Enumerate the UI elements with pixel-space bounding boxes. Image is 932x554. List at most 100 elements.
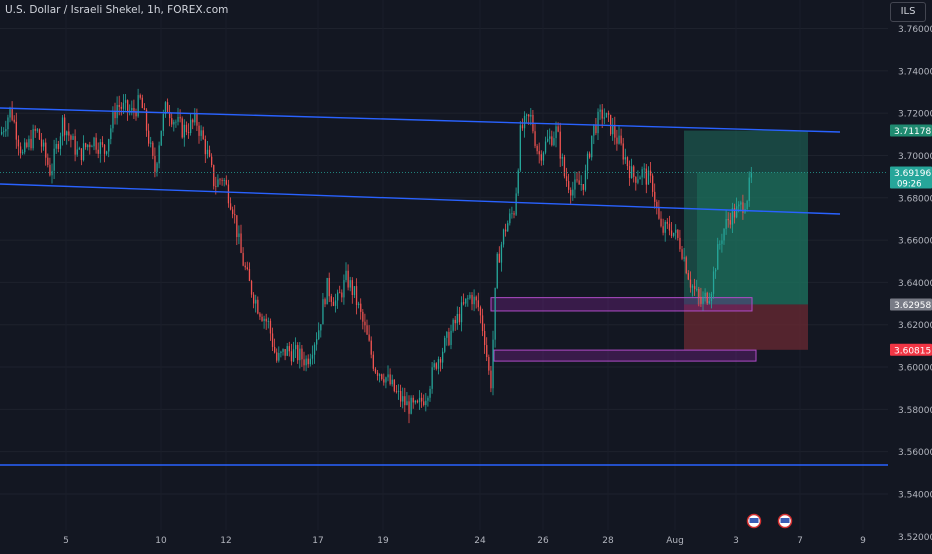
candle-body [351, 280, 353, 295]
candle-body [746, 200, 748, 210]
candle-body [223, 180, 225, 181]
price-label: 3.69196 [894, 169, 931, 179]
candle-body [114, 111, 116, 119]
candle-body [437, 359, 440, 369]
candle-body [124, 100, 127, 103]
candle-body [250, 280, 253, 295]
candle-body [122, 102, 125, 109]
candle-body [694, 286, 696, 290]
candle-body [393, 379, 395, 392]
candle-body [131, 107, 133, 111]
candle-body [364, 321, 366, 326]
candle-body [549, 136, 551, 139]
candle-body [555, 126, 557, 139]
candle-body [622, 143, 624, 160]
candle-body [171, 118, 173, 125]
time-tick-label: 10 [155, 536, 167, 546]
candle-body [190, 119, 192, 134]
candle-body [40, 139, 43, 147]
candle-body [288, 346, 290, 352]
candle-body [670, 230, 673, 236]
candle-body [49, 164, 51, 176]
time-axis[interactable]: 5 10 12 17 19 24 26 28 Aug 3 7 9 [0, 513, 888, 551]
candle-body [253, 294, 255, 304]
candle-body [536, 145, 538, 152]
candle-body [565, 176, 568, 182]
candle-body [612, 125, 614, 135]
candle-body [494, 287, 496, 340]
candle-body [652, 175, 654, 192]
candle-body [166, 102, 169, 112]
candle-body [498, 253, 500, 263]
candle-body [456, 313, 458, 324]
candle-body [444, 337, 446, 352]
candle-body [563, 157, 566, 177]
candle-body [196, 113, 198, 126]
candle-body [345, 270, 347, 281]
candle-body [34, 129, 36, 131]
candle-body [460, 302, 463, 323]
candle-body [700, 296, 702, 304]
price-tick-label: 3.54000 [898, 490, 932, 500]
time-tick-label: 24 [474, 536, 486, 546]
candle-body [631, 166, 633, 179]
candle-body [358, 303, 360, 306]
price-tick-label: 3.60000 [898, 364, 932, 374]
candle-body [729, 220, 731, 225]
candle-body [366, 325, 368, 335]
price-axis[interactable]: 3.76000 3.74000 3.72000 3.70000 3.68000 3.660… [888, 0, 932, 550]
candle-body [534, 131, 536, 146]
candle-body [232, 209, 234, 215]
candle-body [416, 400, 419, 403]
candle-body [658, 207, 660, 219]
candle-body [448, 331, 450, 345]
candle-body [139, 95, 141, 98]
candle-body [486, 345, 488, 358]
candle-body [160, 130, 162, 146]
candle-body [544, 141, 547, 153]
candle-body [679, 237, 681, 250]
candle-body [137, 95, 139, 117]
candle-body [740, 202, 742, 205]
candle-body [454, 319, 456, 324]
candle-body [80, 148, 83, 161]
candle-body [391, 379, 393, 385]
candle-body [276, 352, 278, 361]
candle-body [93, 137, 95, 147]
candle-body [452, 319, 454, 331]
candle-body [320, 324, 322, 331]
candle-body [141, 97, 143, 109]
candle-body [683, 257, 685, 259]
candle-body [318, 330, 320, 340]
currency-button[interactable]: ILS [890, 2, 926, 22]
candle-body [19, 146, 22, 154]
candle-body [589, 153, 591, 158]
demand-zone-upper [490, 297, 753, 312]
candle-body [32, 129, 34, 149]
candle-body [179, 116, 181, 119]
candle-body [542, 152, 545, 161]
countdown-label: 09:26 [897, 179, 922, 189]
candle-body [641, 169, 643, 178]
candle-body [666, 221, 668, 224]
candle-body [738, 204, 740, 207]
candle-body [526, 114, 528, 116]
candle-body [154, 155, 156, 172]
candle-body [219, 179, 221, 181]
candle-body [316, 339, 318, 345]
candle-body [731, 208, 734, 225]
candle-body [150, 142, 152, 144]
candle-body [152, 142, 154, 156]
candle-body [687, 273, 689, 280]
candle-body [70, 135, 72, 140]
candle-body [349, 280, 351, 288]
trendlines[interactable] [0, 107, 891, 466]
candle-body [24, 142, 26, 153]
candle-body [473, 296, 475, 305]
candle-body [278, 353, 280, 361]
candle-body [620, 135, 622, 144]
candle-body [597, 111, 599, 134]
candle-body [576, 179, 578, 181]
